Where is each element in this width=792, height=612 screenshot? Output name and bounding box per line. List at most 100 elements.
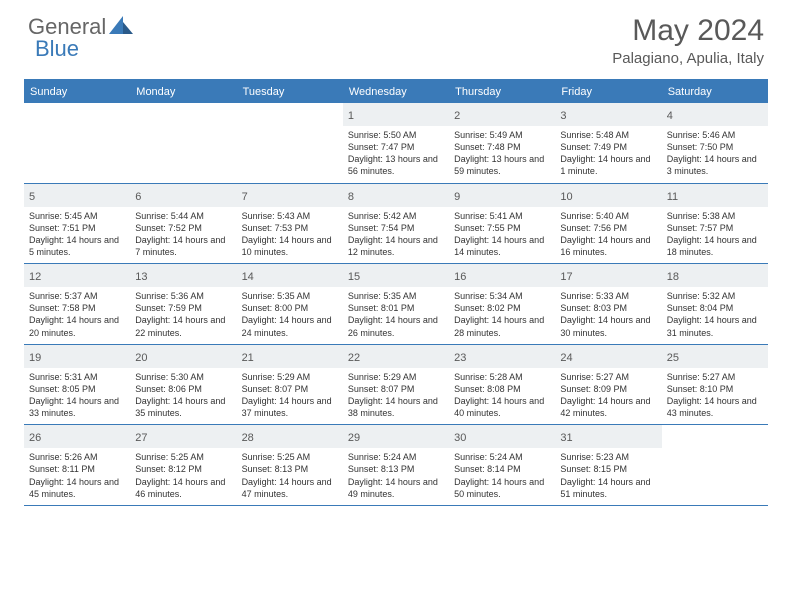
week-row: 5Sunrise: 5:45 AMSunset: 7:51 PMDaylight… <box>24 184 768 265</box>
sunset-text: Sunset: 7:58 PM <box>29 302 125 314</box>
week-row: 19Sunrise: 5:31 AMSunset: 8:05 PMDayligh… <box>24 345 768 426</box>
day-number: 6 <box>135 191 141 203</box>
daylight-text: Daylight: 14 hours and 26 minutes. <box>348 314 444 338</box>
day-number: 13 <box>135 271 147 283</box>
day-number: 16 <box>454 271 466 283</box>
sunrise-text: Sunrise: 5:25 AM <box>242 451 338 463</box>
day-number-bar: 7 <box>237 184 343 207</box>
day-number: 30 <box>454 432 466 444</box>
header: General May 2024 Palagiano, Apulia, Ital… <box>0 0 792 73</box>
day-cell: 9Sunrise: 5:41 AMSunset: 7:55 PMDaylight… <box>449 184 555 264</box>
sunrise-text: Sunrise: 5:42 AM <box>348 210 444 222</box>
day-cell: 8Sunrise: 5:42 AMSunset: 7:54 PMDaylight… <box>343 184 449 264</box>
daylight-text: Daylight: 13 hours and 59 minutes. <box>454 153 550 177</box>
sunset-text: Sunset: 7:49 PM <box>560 141 656 153</box>
day-cell: 15Sunrise: 5:35 AMSunset: 8:01 PMDayligh… <box>343 264 449 344</box>
sunset-text: Sunset: 8:13 PM <box>348 463 444 475</box>
day-number: 4 <box>667 110 673 122</box>
sunrise-text: Sunrise: 5:43 AM <box>242 210 338 222</box>
day-number-bar: 16 <box>449 264 555 287</box>
daylight-text: Daylight: 14 hours and 42 minutes. <box>560 395 656 419</box>
day-number: 10 <box>560 191 572 203</box>
day-number: 24 <box>560 352 572 364</box>
day-number-bar: 20 <box>130 345 236 368</box>
day-cell: 7Sunrise: 5:43 AMSunset: 7:53 PMDaylight… <box>237 184 343 264</box>
sunset-text: Sunset: 7:50 PM <box>667 141 763 153</box>
logo-triangle-icon <box>109 16 133 39</box>
day-number-bar: 27 <box>130 425 236 448</box>
day-cell: 10Sunrise: 5:40 AMSunset: 7:56 PMDayligh… <box>555 184 661 264</box>
day-number-bar: 8 <box>343 184 449 207</box>
title-block: May 2024 Palagiano, Apulia, Italy <box>612 14 764 67</box>
day-cell: 2Sunrise: 5:49 AMSunset: 7:48 PMDaylight… <box>449 103 555 183</box>
day-cell: 12Sunrise: 5:37 AMSunset: 7:58 PMDayligh… <box>24 264 130 344</box>
sunrise-text: Sunrise: 5:48 AM <box>560 129 656 141</box>
dow-saturday: Saturday <box>662 81 768 103</box>
sunset-text: Sunset: 8:01 PM <box>348 302 444 314</box>
day-number-bar: 23 <box>449 345 555 368</box>
sunrise-text: Sunrise: 5:33 AM <box>560 290 656 302</box>
sunset-text: Sunset: 7:57 PM <box>667 222 763 234</box>
sunset-text: Sunset: 8:14 PM <box>454 463 550 475</box>
day-number: 26 <box>29 432 41 444</box>
day-cell: 21Sunrise: 5:29 AMSunset: 8:07 PMDayligh… <box>237 345 343 425</box>
day-number-bar: 19 <box>24 345 130 368</box>
daylight-text: Daylight: 14 hours and 28 minutes. <box>454 314 550 338</box>
sunrise-text: Sunrise: 5:25 AM <box>135 451 231 463</box>
daylight-text: Daylight: 14 hours and 51 minutes. <box>560 476 656 500</box>
day-cell: 23Sunrise: 5:28 AMSunset: 8:08 PMDayligh… <box>449 345 555 425</box>
sunrise-text: Sunrise: 5:45 AM <box>29 210 125 222</box>
daylight-text: Daylight: 14 hours and 5 minutes. <box>29 234 125 258</box>
day-number: 23 <box>454 352 466 364</box>
day-cell: 1Sunrise: 5:50 AMSunset: 7:47 PMDaylight… <box>343 103 449 183</box>
day-number: 15 <box>348 271 360 283</box>
dow-sunday: Sunday <box>24 81 130 103</box>
day-cell: 31Sunrise: 5:23 AMSunset: 8:15 PMDayligh… <box>555 425 661 505</box>
sunrise-text: Sunrise: 5:34 AM <box>454 290 550 302</box>
sunset-text: Sunset: 8:07 PM <box>242 383 338 395</box>
day-number-bar: 12 <box>24 264 130 287</box>
day-number-bar: 11 <box>662 184 768 207</box>
sunset-text: Sunset: 8:04 PM <box>667 302 763 314</box>
day-number: 5 <box>29 191 35 203</box>
daylight-text: Daylight: 14 hours and 43 minutes. <box>667 395 763 419</box>
day-number-bar: 5 <box>24 184 130 207</box>
daylight-text: Daylight: 14 hours and 14 minutes. <box>454 234 550 258</box>
day-number-bar: 3 <box>555 103 661 126</box>
day-number-bar: 30 <box>449 425 555 448</box>
day-number-bar: 17 <box>555 264 661 287</box>
daylight-text: Daylight: 14 hours and 31 minutes. <box>667 314 763 338</box>
dow-monday: Monday <box>130 81 236 103</box>
sunset-text: Sunset: 8:00 PM <box>242 302 338 314</box>
daylight-text: Daylight: 14 hours and 30 minutes. <box>560 314 656 338</box>
day-cell: 3 Sunrise: 5:48 AMSunset: 7:49 PMDaylight… <box>555 103 661 183</box>
dow-wednesday: Wednesday <box>343 81 449 103</box>
sunrise-text: Sunrise: 5:44 AM <box>135 210 231 222</box>
day-cell: 24Sunrise: 5:27 AMSunset: 8:09 PMDayligh… <box>555 345 661 425</box>
day-of-week-header: SundayMondayTuesdayWednesdayThursdayFrid… <box>24 81 768 103</box>
empty-cell <box>24 103 130 183</box>
day-cell: 27Sunrise: 5:25 AMSunset: 8:12 PMDayligh… <box>130 425 236 505</box>
sunrise-text: Sunrise: 5:27 AM <box>560 371 656 383</box>
sunrise-text: Sunrise: 5:31 AM <box>29 371 125 383</box>
day-cell: 30Sunrise: 5:24 AMSunset: 8:14 PMDayligh… <box>449 425 555 505</box>
day-number: 17 <box>560 271 572 283</box>
sunrise-text: Sunrise: 5:50 AM <box>348 129 444 141</box>
day-number: 1 <box>348 110 354 122</box>
sunset-text: Sunset: 8:02 PM <box>454 302 550 314</box>
sunset-text: Sunset: 7:47 PM <box>348 141 444 153</box>
day-number: 22 <box>348 352 360 364</box>
daylight-text: Daylight: 14 hours and 35 minutes. <box>135 395 231 419</box>
brand-blue-row: Blue <box>35 36 79 62</box>
sunset-text: Sunset: 8:13 PM <box>242 463 338 475</box>
daylight-text: Daylight: 14 hours and 1 minute. <box>560 153 656 177</box>
daylight-text: Daylight: 14 hours and 3 minutes. <box>667 153 763 177</box>
day-cell: 25Sunrise: 5:27 AMSunset: 8:10 PMDayligh… <box>662 345 768 425</box>
day-number-bar: 21 <box>237 345 343 368</box>
day-cell: 13Sunrise: 5:36 AMSunset: 7:59 PMDayligh… <box>130 264 236 344</box>
daylight-text: Daylight: 14 hours and 45 minutes. <box>29 476 125 500</box>
calendar: SundayMondayTuesdayWednesdayThursdayFrid… <box>24 79 768 506</box>
brand-part2: Blue <box>35 36 79 62</box>
sunrise-text: Sunrise: 5:28 AM <box>454 371 550 383</box>
day-number-bar: 1 <box>343 103 449 126</box>
